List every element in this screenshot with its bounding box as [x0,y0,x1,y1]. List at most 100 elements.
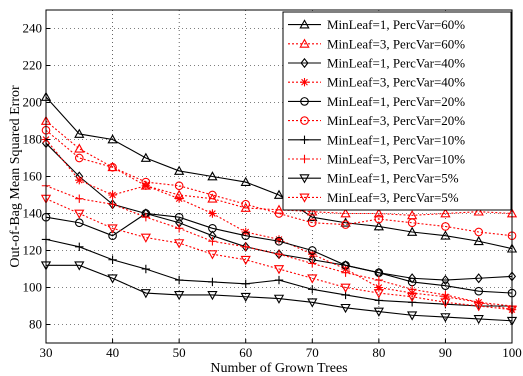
data-point [107,134,118,144]
data-point [74,209,85,219]
y-tick-label: 240 [23,21,43,36]
data-point [441,275,450,286]
x-tick-label: 100 [502,345,522,360]
legend-entry: MinLeaf=1, PercVar=60% [288,17,465,32]
data-point [108,200,117,209]
legend-entry: MinLeaf=1, PercVar=5% [288,171,459,186]
series-line [45,96,513,250]
data-point [274,209,284,218]
data-point [373,221,384,231]
data-point [374,283,384,292]
data-point [407,292,418,303]
data-point [273,204,285,214]
legend-marker [300,154,309,164]
legend-marker [300,57,309,69]
x-tick-label: 30 [40,345,53,360]
data-point [74,218,84,228]
data-point [174,181,184,191]
data-point [307,206,318,216]
series-line [45,139,513,311]
legend-marker [300,97,309,106]
data-point [340,283,351,293]
data-point [307,274,318,284]
data-point [240,176,251,186]
data-point [407,311,418,321]
data-point [274,235,284,244]
y-tick-label: 180 [23,132,43,147]
data-point [241,242,250,251]
data-point [75,194,84,203]
data-point [140,152,151,162]
data-point [474,227,484,237]
data-point [273,265,285,275]
data-point [140,289,151,299]
series-line [45,129,513,237]
data-point [373,289,384,299]
data-point [207,250,218,260]
x-tick-label: 80 [372,345,385,360]
legend-marker [299,38,310,48]
data-point [407,226,418,236]
data-point [174,194,184,203]
legend-label: MinLeaf=1, PercVar=10% [327,132,465,147]
data-point [440,313,451,323]
data-point [74,153,84,163]
x-tick-label: 90 [439,345,452,360]
legend-entry: MinLeaf=1, PercVar=40% [288,56,465,71]
data-point [141,264,151,274]
data-point [240,292,251,303]
legend-entry: MinLeaf=3, PercVar=20% [288,113,465,128]
data-point [274,236,284,246]
data-point [373,307,384,317]
data-point [407,218,417,228]
data-point [273,189,285,199]
legend-label: MinLeaf=1, PercVar=40% [327,56,465,71]
y-tick-label: 80 [29,317,42,332]
y-tick-label: 120 [23,243,43,258]
legend: MinLeaf=1, PercVar=60% MinLeaf=3, PercVar… [282,11,512,211]
data-point [208,190,217,200]
legend-entry: MinLeaf=1, PercVar=10% [288,132,465,147]
series-line [45,185,513,307]
data-point [108,162,117,172]
series-line [45,212,513,294]
legend-marker [299,19,310,29]
data-point [74,261,85,271]
data-point [407,285,417,294]
data-point [307,211,318,222]
data-point [174,290,185,301]
data-point [208,209,217,218]
data-point [208,223,217,233]
data-point [341,220,350,229]
data-point [340,217,351,227]
data-point [374,214,384,224]
data-point [208,277,217,287]
data-point [141,213,151,222]
data-point [340,208,351,218]
data-point [308,285,317,294]
data-point [74,128,85,138]
data-point [340,303,351,314]
data-point [473,206,484,216]
data-point [174,165,185,175]
data-point [407,298,417,307]
x-axis-label: Number of Grown Trees [210,361,347,376]
x-tick-label: 70 [306,345,319,360]
data-point [341,268,350,277]
series-line [45,198,513,311]
legend-label: MinLeaf=3, PercVar=5% [327,190,459,205]
data-point [373,208,384,218]
legend-marker [299,193,310,203]
legend-marker [300,135,309,144]
data-point [374,275,384,285]
data-point [307,246,317,255]
axis-ticks: 30 40 50 60 70 80 90 100 80 100 120 140 160 180 200 220… [23,21,522,361]
data-point [174,224,184,233]
data-point [241,199,251,209]
legend-label: MinLeaf=3, PercVar=10% [327,152,465,167]
legend-entry: MinLeaf=3, PercVar=10% [288,152,465,167]
y-tick-label: 220 [23,58,43,73]
series-6 [41,125,517,241]
y-tick-label: 100 [23,280,43,295]
